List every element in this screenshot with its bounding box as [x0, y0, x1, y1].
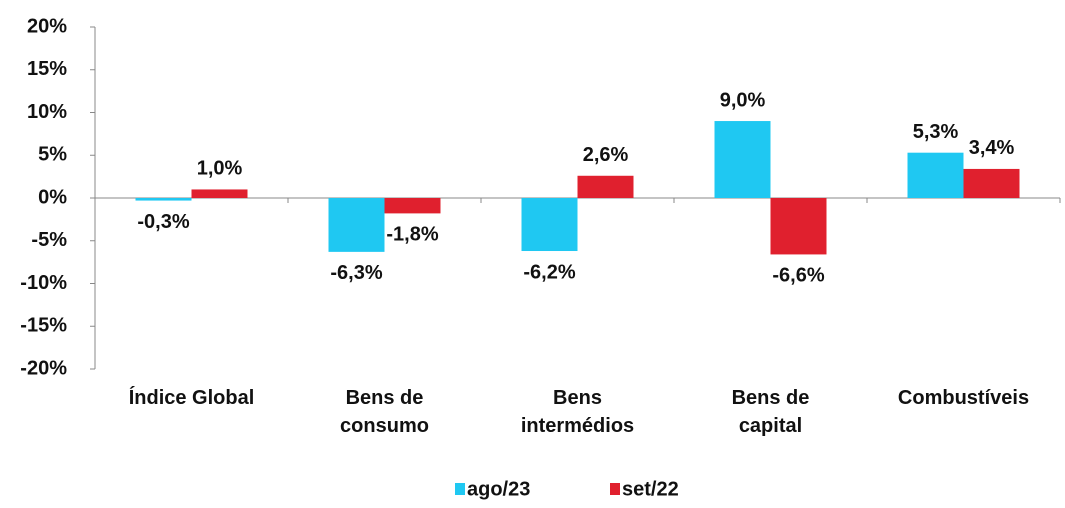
legend-swatch: [610, 483, 620, 495]
x-tick-label: Bens intermédios: [520, 387, 635, 437]
value-label: 9,0%: [720, 89, 766, 111]
y-tick-label: -5%: [31, 229, 67, 251]
y-tick-label: 0%: [38, 186, 67, 208]
legend-label: ago/23: [467, 478, 530, 500]
y-tick-label: 15%: [27, 58, 67, 80]
bar: [191, 189, 248, 198]
x-tick-label: Índice Global: [128, 387, 255, 409]
y-tick-label: 5%: [38, 144, 67, 166]
x-tick-label: Bens de consumo: [340, 387, 429, 437]
bar: [907, 152, 964, 198]
y-tick-label: -10%: [20, 272, 67, 294]
bar: [384, 198, 441, 214]
y-tick-label: 10%: [27, 101, 67, 123]
value-label: -6,2%: [523, 261, 575, 283]
value-label: 2,6%: [583, 144, 629, 166]
legend-label: set/22: [622, 478, 679, 500]
bar: [577, 175, 634, 198]
y-tick-label: -20%: [20, 357, 67, 379]
x-tick-label: Bens de capital: [731, 387, 810, 437]
bar: [714, 121, 771, 198]
value-label: -6,3%: [330, 262, 382, 284]
bar: [328, 198, 385, 252]
y-tick-label: -15%: [20, 315, 67, 337]
value-label: -0,3%: [137, 211, 189, 233]
value-label: 3,4%: [969, 137, 1015, 159]
x-tick-label: Combustíveis: [897, 387, 1030, 409]
bar: [135, 198, 192, 201]
bar: [521, 198, 578, 252]
bar: [770, 198, 827, 255]
value-label: 1,0%: [197, 158, 243, 180]
y-tick-label: 20%: [27, 15, 67, 37]
value-label: -1,8%: [386, 224, 438, 246]
value-label: 5,3%: [913, 121, 959, 143]
legend-swatch: [455, 483, 465, 495]
value-label: -6,6%: [772, 265, 824, 287]
bar: [963, 168, 1020, 198]
